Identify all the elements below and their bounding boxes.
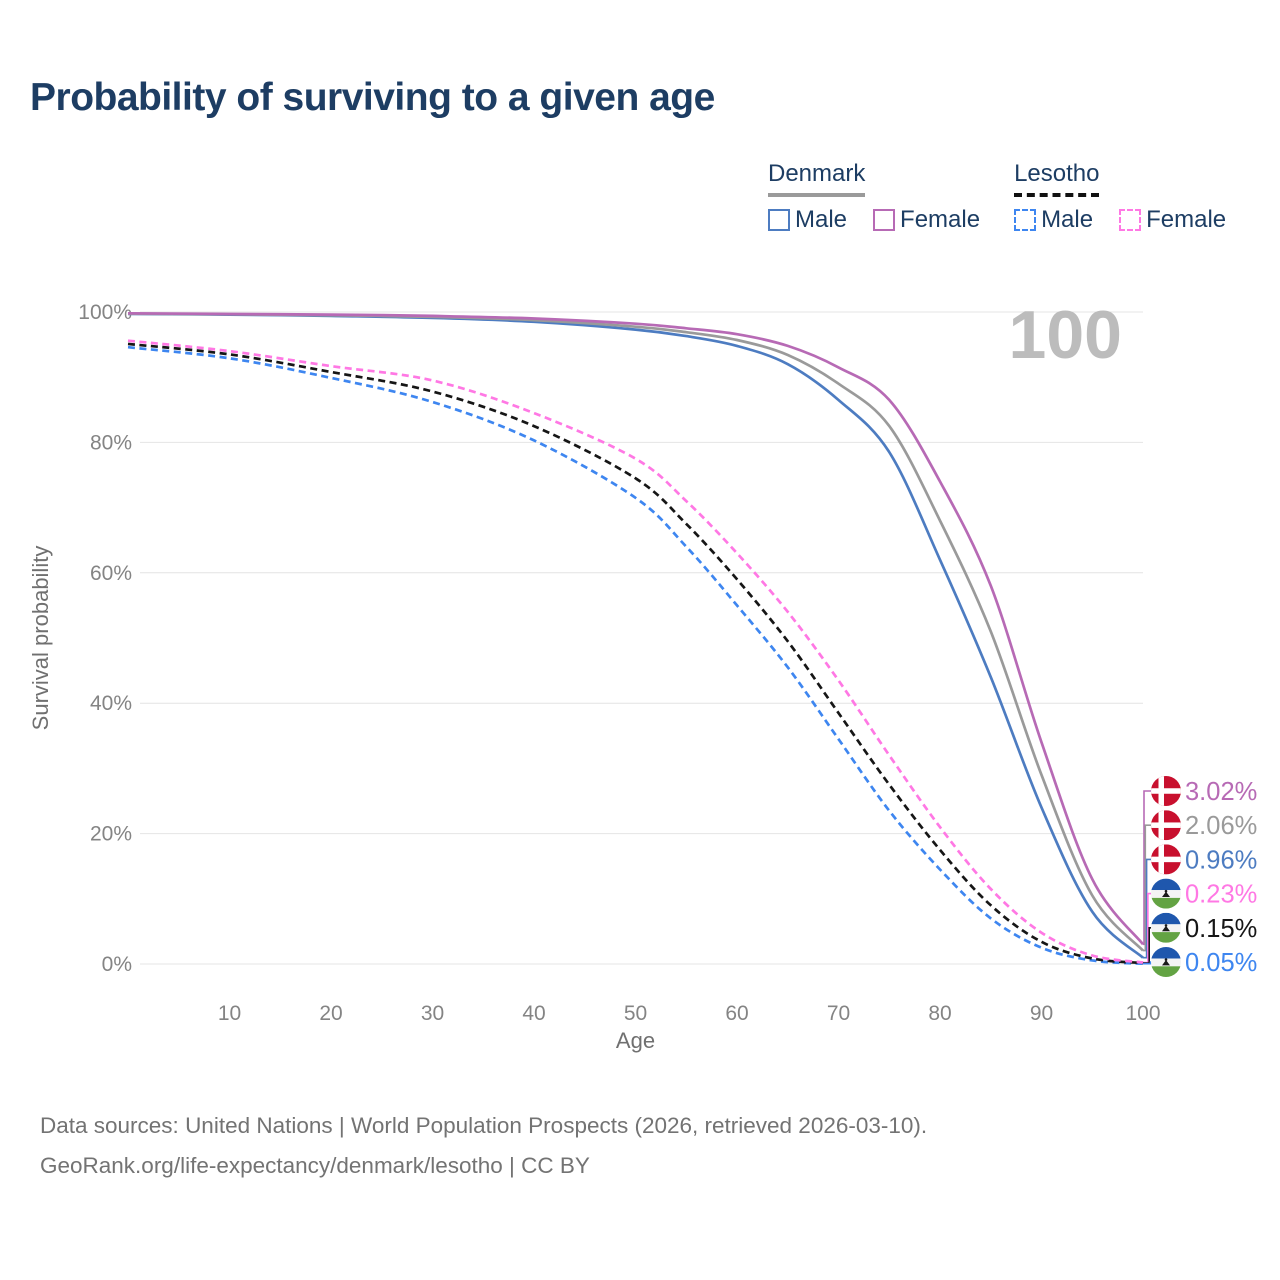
lesotho-female-swatch-icon bbox=[1119, 209, 1142, 231]
end-label-value: 0.23% bbox=[1185, 881, 1257, 909]
leader-line bbox=[1143, 961, 1152, 965]
end-label-denmark-female[interactable]: 3.02% bbox=[1151, 776, 1257, 806]
lesotho-male-swatch-icon bbox=[1014, 209, 1037, 231]
legend-title-lesotho[interactable]: Lesotho bbox=[1014, 160, 1100, 197]
x-axis-title: Age bbox=[616, 1028, 655, 1053]
end-label-value: 0.15% bbox=[1185, 915, 1257, 943]
series-line-denmark[interactable] bbox=[127, 312, 1144, 952]
leader-line bbox=[1143, 858, 1151, 959]
series-line-denmark-male[interactable] bbox=[127, 312, 1144, 959]
legend: Denmark Male Female Lesotho Male bbox=[768, 160, 1226, 234]
x-tick-label: 60 bbox=[725, 1002, 748, 1025]
flag-denmark-icon bbox=[1151, 844, 1181, 875]
y-tick-label: 0% bbox=[102, 953, 132, 976]
end-label-value: 2.06% bbox=[1185, 812, 1257, 840]
legend-label: Female bbox=[1146, 206, 1227, 233]
end-label-denmark-male[interactable]: 0.96% bbox=[1151, 844, 1257, 875]
data-sources-note: Data sources: United Nations | World Pop… bbox=[40, 1113, 928, 1138]
legend-group-lesotho: Lesotho Male Female bbox=[1014, 160, 1226, 234]
legend-item-lesotho-female[interactable]: Female bbox=[1119, 206, 1226, 234]
end-label-lesotho[interactable]: 0.15% bbox=[1151, 912, 1257, 943]
x-tick-label: 10 bbox=[218, 1002, 241, 1025]
x-tick-label: 50 bbox=[624, 1002, 647, 1025]
flag-denmark-icon bbox=[1151, 776, 1181, 806]
flag-lesotho-icon bbox=[1151, 878, 1181, 909]
legend-label: Female bbox=[900, 206, 981, 233]
legend-item-lesotho-male[interactable]: Male bbox=[1014, 206, 1093, 234]
source-url[interactable]: GeoRank.org/life-expectancy/denmark/leso… bbox=[40, 1153, 590, 1178]
flag-lesotho-icon bbox=[1151, 947, 1181, 977]
series-line-lesotho-male[interactable] bbox=[127, 345, 1144, 966]
y-tick-label: 40% bbox=[90, 692, 132, 715]
y-tick-label: 20% bbox=[90, 823, 132, 846]
legend-group-denmark: Denmark Male Female bbox=[768, 160, 980, 234]
denmark-male-swatch-icon bbox=[768, 209, 790, 231]
denmark-female-swatch-icon bbox=[873, 209, 896, 231]
flag-denmark-icon bbox=[1151, 810, 1181, 841]
series-line-denmark-female[interactable] bbox=[127, 311, 1145, 946]
y-tick-label: 60% bbox=[90, 562, 132, 585]
page-title: Probability of surviving to a given age bbox=[30, 76, 715, 119]
x-tick-label: 90 bbox=[1030, 1002, 1053, 1025]
y-tick-label: 100% bbox=[78, 301, 132, 324]
leader-line bbox=[1143, 824, 1151, 952]
end-label-denmark[interactable]: 2.06% bbox=[1151, 810, 1257, 841]
legend-item-denmark-female[interactable]: Female bbox=[873, 206, 980, 234]
end-label-lesotho-female[interactable]: 0.23% bbox=[1151, 878, 1257, 909]
legend-title-denmark[interactable]: Denmark bbox=[768, 160, 866, 197]
series-line-lesotho-female[interactable] bbox=[127, 339, 1144, 964]
end-label-lesotho-male[interactable]: 0.05% bbox=[1151, 947, 1257, 977]
y-tick-label: 80% bbox=[90, 431, 132, 454]
end-label-value: 0.05% bbox=[1185, 949, 1257, 977]
legend-label: Male bbox=[1041, 206, 1094, 233]
x-tick-label: 40 bbox=[522, 1002, 545, 1025]
x-tick-label: 100 bbox=[1125, 1002, 1160, 1025]
legend-label: Male bbox=[795, 206, 848, 233]
legend-item-denmark-male[interactable]: Male bbox=[768, 206, 847, 234]
y-axis-title: Survival probability bbox=[28, 546, 53, 731]
leader-line bbox=[1143, 790, 1151, 946]
x-tick-label: 70 bbox=[827, 1002, 850, 1025]
end-label-value: 3.02% bbox=[1185, 778, 1257, 806]
age-watermark: 100 bbox=[1009, 297, 1122, 373]
end-label-value: 0.96% bbox=[1185, 846, 1257, 874]
series-line-lesotho[interactable] bbox=[127, 342, 1144, 965]
x-tick-label: 80 bbox=[928, 1002, 951, 1025]
x-tick-label: 30 bbox=[421, 1002, 444, 1025]
flag-lesotho-icon bbox=[1151, 912, 1181, 943]
x-tick-label: 20 bbox=[319, 1002, 342, 1025]
footer: Data sources: United Nations | World Pop… bbox=[40, 1106, 927, 1186]
